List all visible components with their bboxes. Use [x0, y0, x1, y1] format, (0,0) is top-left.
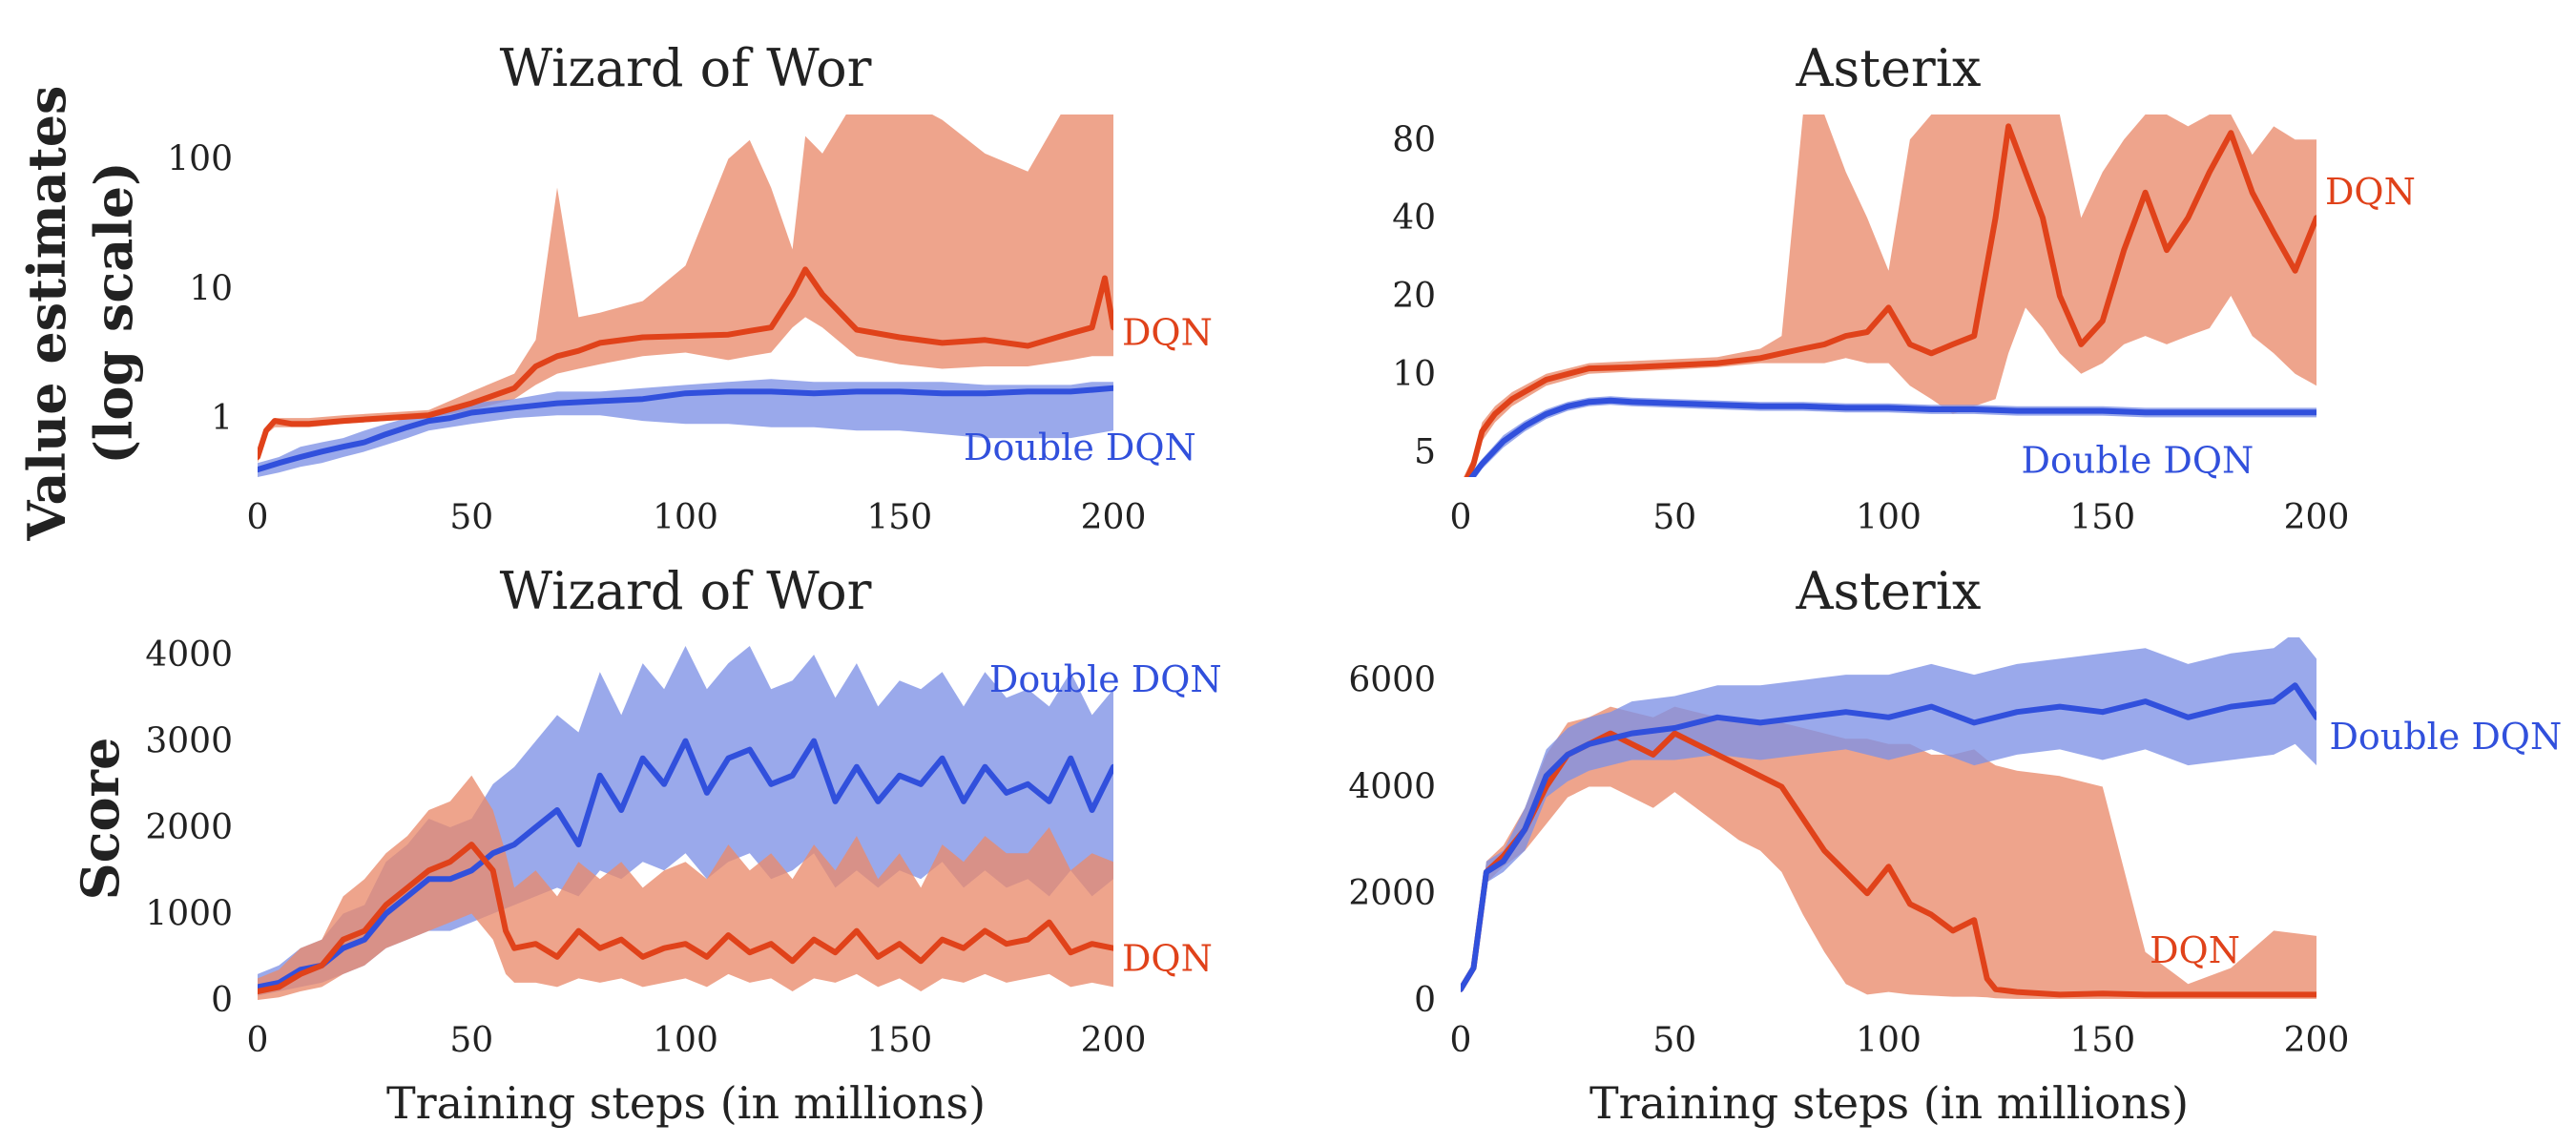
y-tick-label: 40 [1392, 198, 1436, 238]
plot-area-tr [1463, 114, 2316, 477]
chart-title-tr: Asterix [1796, 38, 1982, 98]
series-label-double-dqn: Double DQN [989, 658, 1222, 700]
y-tick-label: 1000 [145, 895, 233, 934]
series-label-double-dqn: Double DQN [2022, 440, 2254, 482]
y-axis-label-value-estimates: Value estimates [16, 86, 77, 542]
line-double-dqn [1468, 397, 2316, 477]
band-dqn [258, 114, 1113, 464]
y-axis-label-score: Score [70, 738, 131, 901]
line-double-dqn [258, 385, 1113, 473]
y-tick-label: 10 [1392, 355, 1436, 394]
y-tick-label: 4000 [145, 635, 233, 675]
line-double-dqn [258, 738, 1113, 990]
series-label-dqn: DQN [2325, 171, 2416, 213]
series-label-dqn: DQN [1122, 311, 1213, 353]
x-axis-label-right: Training steps (in millions) [1589, 1077, 2189, 1129]
x-tick-label: 100 [653, 1021, 718, 1060]
y-tick-label: 6000 [1348, 661, 1436, 700]
x-tick-label: 50 [1652, 498, 1696, 537]
x-tick-label: 150 [866, 498, 932, 537]
x-tick-label: 50 [449, 498, 493, 537]
x-tick-label: 100 [653, 498, 718, 537]
series-label-double-dqn: Double DQN [2329, 716, 2562, 758]
line-dqn [1464, 123, 2316, 477]
y-tick-label: 1 [211, 399, 233, 438]
line-dqn [258, 842, 1113, 994]
y-tick-label: 0 [1414, 981, 1436, 1020]
band-double-dqn [1467, 396, 2316, 477]
x-tick-label: 50 [1652, 1021, 1696, 1060]
x-tick-label: 200 [1081, 1021, 1147, 1060]
plot-area-br [1461, 637, 2316, 999]
x-tick-label: 200 [2284, 498, 2350, 537]
y-tick-label: 4000 [1348, 767, 1436, 806]
x-tick-label: 150 [866, 1021, 932, 1060]
plot-area-tl [258, 114, 1113, 477]
chart-title-tl: Wizard of Wor [500, 38, 872, 98]
x-tick-label: 0 [1450, 498, 1472, 537]
y-tick-label: 2000 [1348, 874, 1436, 913]
x-tick-label: 0 [247, 1021, 269, 1060]
line-double-dqn [1461, 682, 2316, 992]
chart-panel-tr: Asterix 0 50 100 150 200 5 10 20 40 80 DQN Double DQ… [1392, 38, 2416, 537]
series-label-dqn: DQN [2150, 929, 2240, 971]
y-tick-label: 20 [1392, 277, 1436, 316]
line-dqn [258, 266, 1113, 460]
x-tick-label: 0 [247, 498, 269, 537]
series-label-double-dqn: Double DQN [964, 427, 1196, 468]
chart-panel-tl: Wizard of Wor 0 50 100 150 200 1 10 100 DQN Double… [167, 38, 1213, 537]
y-axis-label-log-scale: (log scale) [83, 161, 144, 464]
x-tick-label: 100 [1856, 1021, 1922, 1060]
x-tick-label: 100 [1856, 498, 1922, 537]
x-tick-label: 200 [1081, 498, 1147, 537]
x-tick-label: 150 [2069, 1021, 2135, 1060]
band-dqn [1463, 114, 2316, 477]
y-tick-label: 3000 [145, 722, 233, 761]
x-tick-label: 200 [2284, 1021, 2350, 1060]
x-tick-label: 0 [1450, 1021, 1472, 1060]
x-tick-label: 50 [449, 1021, 493, 1060]
y-tick-label: 100 [167, 139, 233, 178]
series-label-dqn: DQN [1122, 937, 1213, 979]
chart-title-br: Asterix [1796, 561, 1982, 621]
x-axis-label-left: Training steps (in millions) [386, 1077, 986, 1129]
y-tick-label: 10 [189, 269, 233, 308]
y-tick-label: 0 [211, 981, 233, 1020]
y-tick-label: 80 [1392, 120, 1436, 159]
band-dqn [1461, 706, 2316, 999]
chart-title-bl: Wizard of Wor [500, 561, 872, 621]
y-tick-label: 5 [1414, 433, 1436, 472]
y-tick-label: 2000 [145, 808, 233, 847]
plot-area-bl [258, 646, 1113, 1000]
x-tick-label: 150 [2069, 498, 2135, 537]
